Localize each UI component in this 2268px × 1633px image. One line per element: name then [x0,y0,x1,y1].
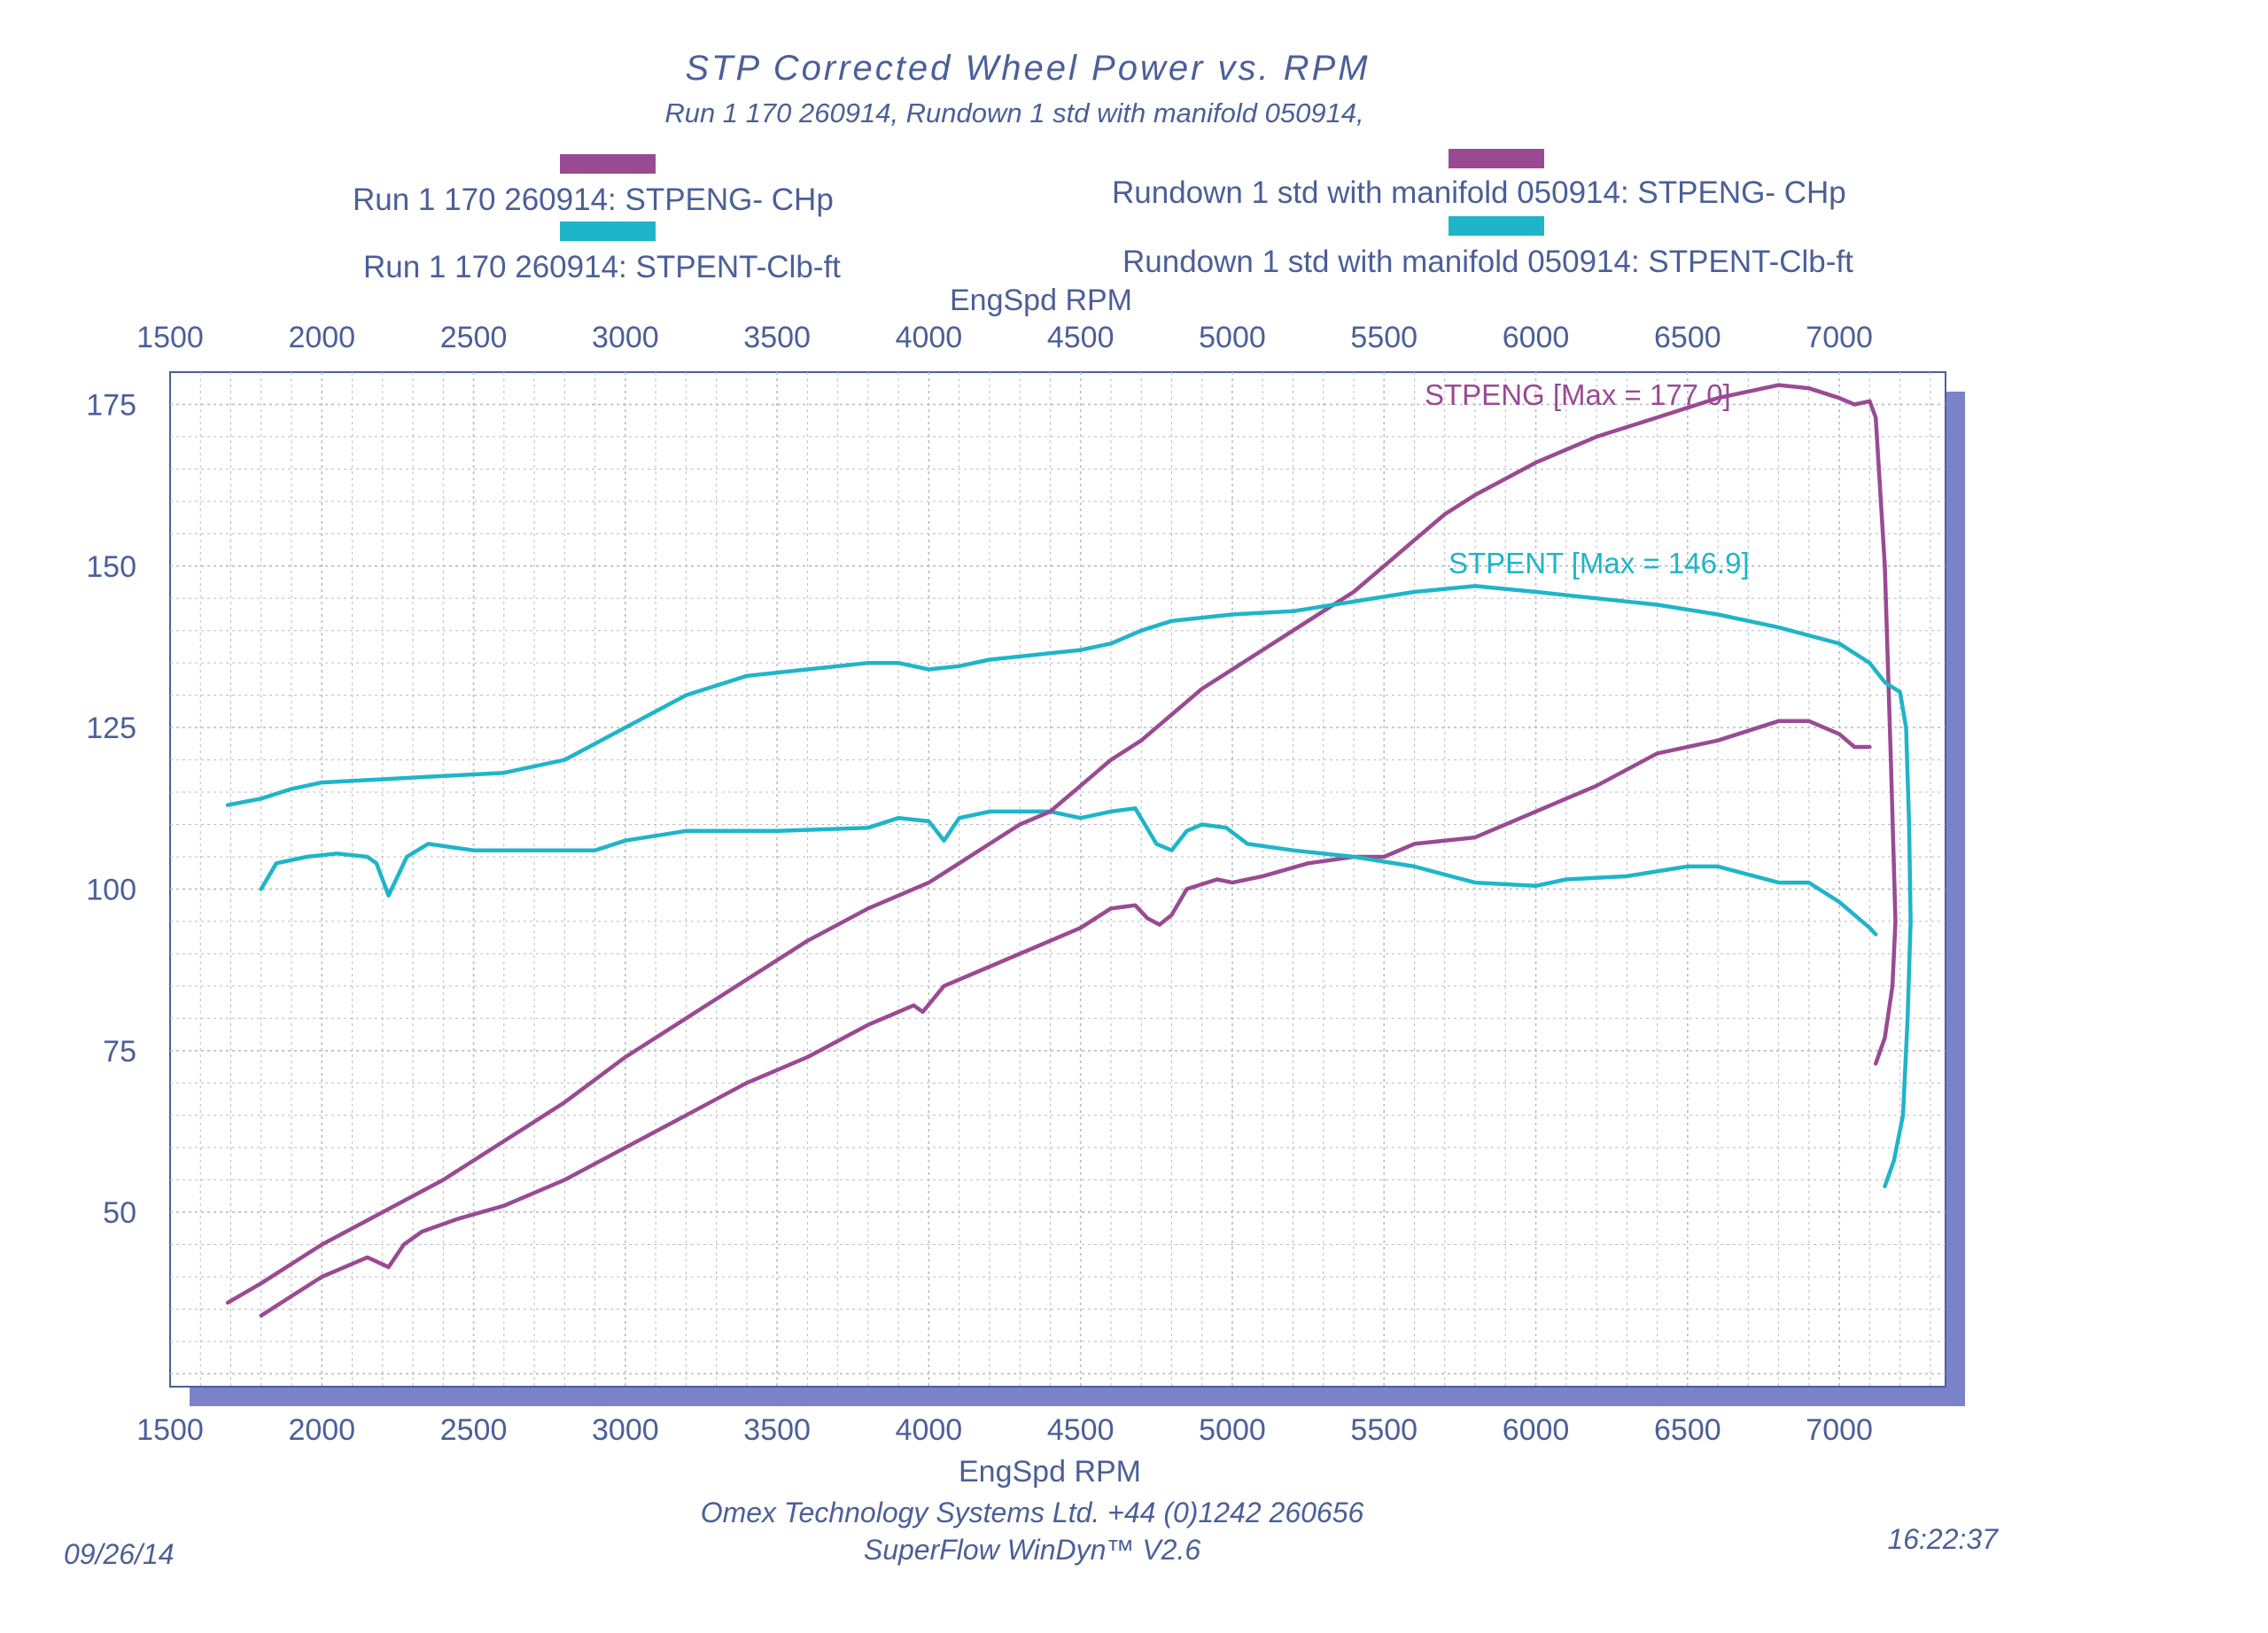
y-tick-label: 75 [103,1035,136,1069]
x-tick-label-bottom: 6000 [1503,1413,1570,1447]
x-tick-label-bottom: 4500 [1047,1413,1115,1447]
footer-company: Omex Technology Systems Ltd. +44 (0)1242… [701,1497,1364,1528]
x-tick-label-bottom: 1500 [136,1413,204,1447]
annotation-power-max: STPENG [Max = 177.0] [1425,378,1731,411]
x-tick-label-top: 1500 [136,321,204,354]
series-line-0 [259,719,1872,1318]
x-tick-label-bottom: 2500 [440,1413,508,1447]
x-tick-label-bottom: 5000 [1199,1413,1266,1447]
legend-label-rundown-power: Rundown 1 std with manifold 050914: STPE… [1112,175,1846,210]
x-tick-label-bottom: 4000 [896,1413,963,1447]
x-tick-label-bottom: 6500 [1654,1413,1721,1447]
y-tick-label: 175 [86,388,136,422]
x-tick-label-top: 4500 [1047,321,1115,354]
x-tick-label-top: 5000 [1199,321,1266,354]
x-tick-label-bottom: 5500 [1350,1413,1418,1447]
legend-swatch-run1-power [560,154,656,174]
x-tick-label-top: 6000 [1503,321,1570,354]
y-tick-label: 150 [86,550,136,584]
x-tick-label-bottom: 2000 [288,1413,355,1447]
legend: Run 1 170 260914: STPENG- CHp Run 1 170 … [353,149,1853,284]
footer-date: 09/26/14 [64,1538,175,1570]
x-tick-label-bottom: 3500 [743,1413,811,1447]
legend-label-run1-power: Run 1 170 260914: STPENG- CHp [353,183,834,217]
plot-area: 1500 1500 2000 2000 2500 2500 3000 3000 3500 3500… [86,321,1965,1447]
chart-title: STP Corrected Wheel Power vs. RPM [685,49,1370,88]
x-tick-label-top: 3500 [743,321,811,354]
plot-background [169,371,1946,1388]
x-tick-label-top: 2000 [288,321,355,354]
series-line-2 [225,383,1898,1305]
footer-software: SuperFlow WinDyn™ V2.6 [864,1534,1201,1566]
x-tick-label-top: 3000 [592,321,659,354]
legend-label-run1-torque: Run 1 170 260914: STPENT-Clb-ft [363,250,841,284]
legend-swatch-rundown-power [1449,149,1544,168]
legend-label-rundown-torque: Rundown 1 std with manifold 050914: STPE… [1122,245,1853,279]
top-axis-title: EngSpd RPM [950,284,1132,317]
annotation-torque-max: STPENT [Max = 146.9] [1449,547,1750,579]
legend-swatch-rundown-torque [1449,216,1544,236]
legend-swatch-run1-torque [560,222,656,241]
series-line-3 [225,584,1913,1189]
y-tick-label: 50 [103,1196,136,1230]
y-tick-label: 100 [86,873,136,906]
x-tick-label-bottom: 7000 [1806,1413,1873,1447]
bottom-axis-title: EngSpd RPM [959,1455,1141,1489]
x-tick-label-top: 7000 [1806,321,1873,354]
chart-subtitle: Run 1 170 260914, Rundown 1 std with man… [664,97,1363,128]
x-tick-label-bottom: 3000 [592,1413,659,1447]
x-tick-label-top: 5500 [1350,321,1418,354]
x-tick-label-top: 2500 [440,321,508,354]
footer-time: 16:22:37 [1887,1523,1999,1555]
y-tick-label: 125 [86,712,136,745]
x-tick-label-top: 6500 [1654,321,1721,354]
series-line-1 [259,806,1878,937]
x-tick-label-top: 4000 [896,321,963,354]
